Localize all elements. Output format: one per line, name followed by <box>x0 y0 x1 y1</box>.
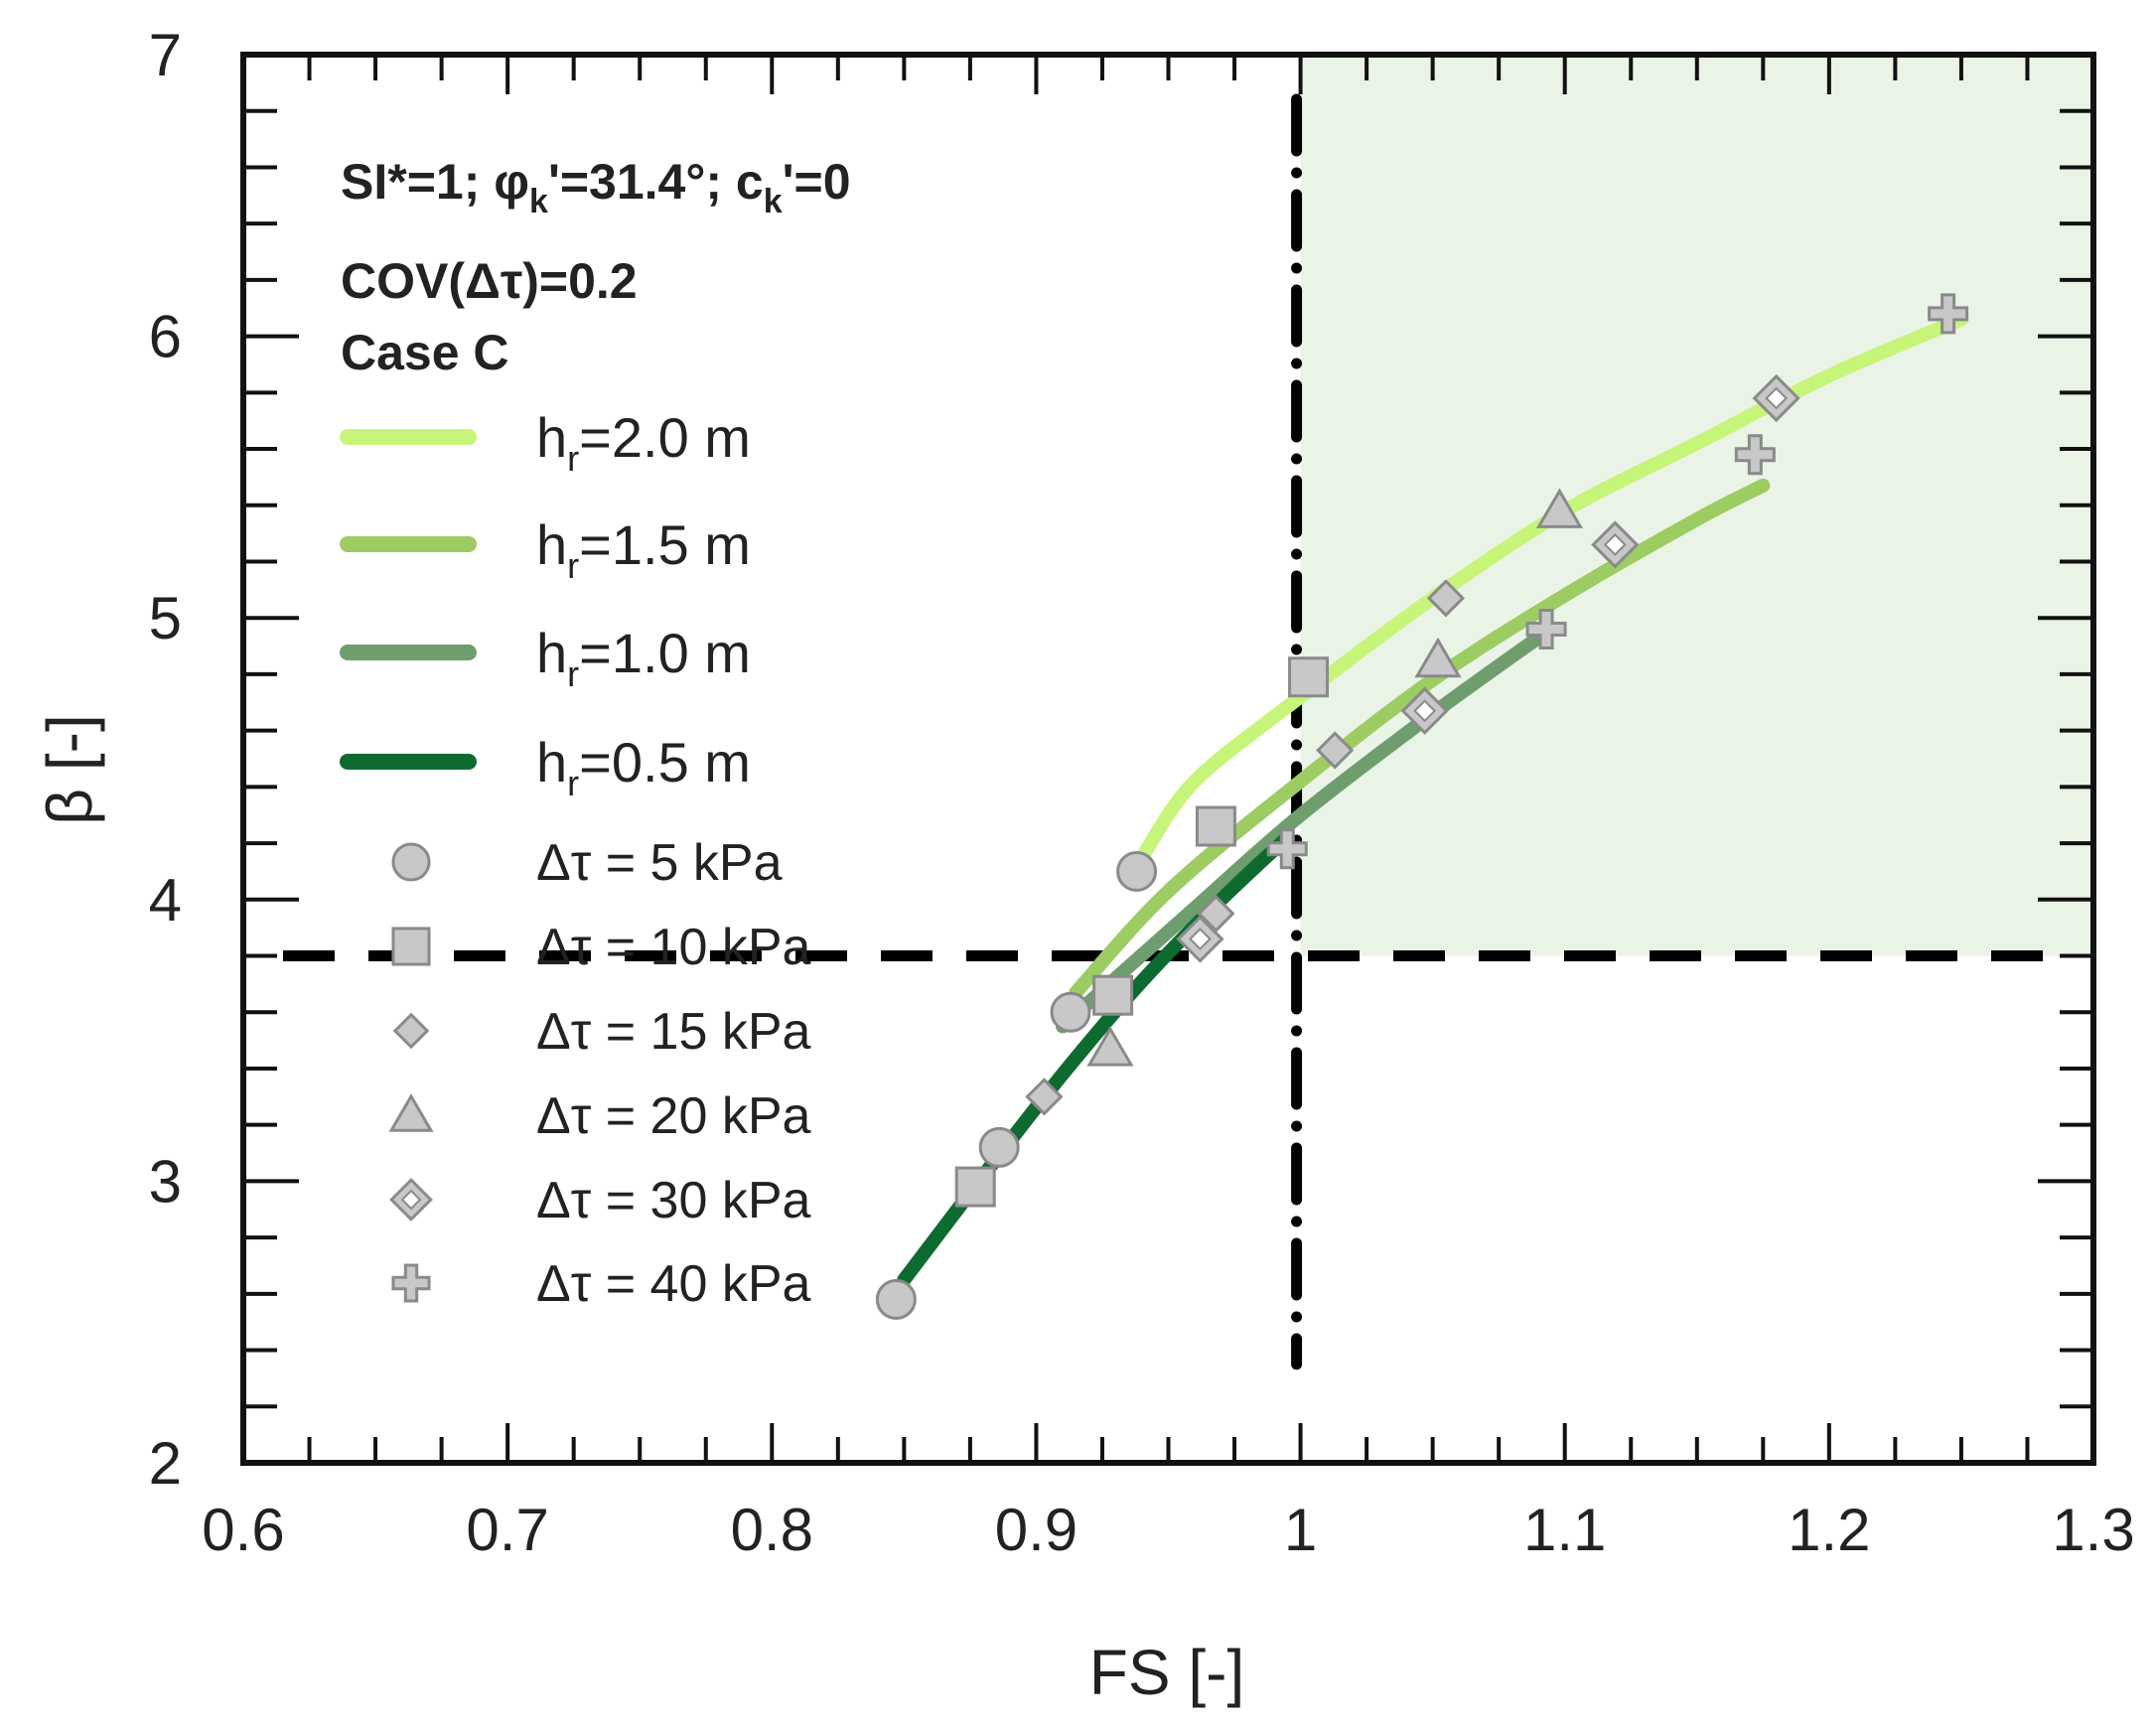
data-point-diamond-open <box>1400 686 1449 735</box>
legend-marker-label: Δτ = 5 kPa <box>536 834 783 892</box>
data-point-diamond-open-inner <box>1765 386 1789 410</box>
annotation-line2: COV(Δτ)=0.2 <box>341 253 638 309</box>
y-tick-label: 2 <box>149 1430 182 1497</box>
legend: hr=2.0 m hr=1.5 m hr=1.0 m hr=0.5 m Δτ = 5 k… <box>340 406 811 1313</box>
x-tick-label: 1.2 <box>1788 1497 1870 1563</box>
legend-marker-label: Δτ = 40 kPa <box>536 1255 811 1313</box>
legend-marker-circle <box>391 842 431 882</box>
y-tick-label: 4 <box>149 867 182 934</box>
data-point-plus <box>1266 828 1308 870</box>
legend-marker-diamond-open-inner <box>400 1189 422 1211</box>
data-point-square <box>1195 805 1236 847</box>
plot-frame <box>240 52 2096 1466</box>
y-axis-title: β [-] <box>34 714 105 824</box>
y-tick-label: 7 <box>149 22 182 88</box>
data-point-triangle <box>1414 637 1462 678</box>
x-tick-label: 1.1 <box>1523 1497 1606 1563</box>
data-point-square <box>1288 656 1330 698</box>
x-tick-label: 1 <box>1284 1497 1317 1563</box>
legend-marker-label: Δτ = 20 kPa <box>536 1087 811 1145</box>
legend-marker-diamond <box>392 1012 430 1050</box>
data-point-diamond <box>1197 894 1235 934</box>
data-point-diamond <box>1426 579 1466 618</box>
y-tick-label: 5 <box>149 585 182 651</box>
series-line-hr-1-5-m <box>1069 478 1771 1000</box>
legend-marker-diamond-open <box>389 1178 433 1222</box>
series-line-hr-2-0-m <box>1134 312 1968 865</box>
data-point-triangle <box>1086 1026 1134 1067</box>
data-point-plus <box>1734 434 1776 476</box>
data-point-diamond-open-inner <box>1603 533 1627 556</box>
legend-marker-label: Δτ = 30 kPa <box>536 1172 811 1229</box>
data-point-plus <box>1928 293 1969 335</box>
data-point-diamond-open <box>1752 373 1800 423</box>
x-axis-title: FS [-] <box>1089 1637 1244 1708</box>
annotation-line3: Case C <box>341 325 509 380</box>
data-point-plus <box>1525 609 1567 650</box>
data-point-circle <box>875 1279 917 1321</box>
legend-marker-label: Δτ = 10 kPa <box>536 919 811 976</box>
x-tick-label: 0.8 <box>731 1497 813 1563</box>
data-point-square <box>954 1166 996 1208</box>
data-point-diamond-open-inner <box>1189 928 1212 950</box>
x-tick-label: 0.7 <box>466 1497 548 1563</box>
legend-marker-square <box>391 927 431 966</box>
data-point-circle <box>1116 850 1158 892</box>
legend-line-label: hr=0.5 m <box>536 731 751 803</box>
legend-marker-plus <box>391 1263 431 1303</box>
data-point-circle <box>1050 991 1091 1033</box>
y-tick-label: 3 <box>149 1148 182 1215</box>
legend-marker-triangle <box>388 1093 434 1132</box>
legend-line-label: hr=2.0 m <box>536 406 751 479</box>
safe-region <box>1300 55 2093 956</box>
legend-line-label: hr=1.0 m <box>536 622 751 694</box>
x-tick-label: 0.9 <box>995 1497 1078 1563</box>
data-point-diamond-open-inner <box>1413 699 1437 723</box>
data-point-diamond-open <box>1591 520 1640 569</box>
y-tick-label: 6 <box>149 304 182 370</box>
data-point-diamond-open <box>1176 915 1224 963</box>
data-point-circle <box>978 1126 1020 1168</box>
data-point-triangle <box>1535 488 1584 528</box>
x-tick-label: 0.6 <box>202 1497 284 1563</box>
legend-line-label: hr=1.5 m <box>536 513 751 586</box>
legend-marker-label: Δτ = 15 kPa <box>536 1003 811 1061</box>
data-point-square <box>1092 974 1134 1016</box>
data-point-diamond <box>1316 731 1355 770</box>
annotation-line1: SI*=1; φk'=31.4°; ck'=0 <box>341 154 851 220</box>
data-point-diamond <box>1025 1078 1064 1116</box>
x-tick-label: 1.3 <box>2052 1497 2134 1563</box>
